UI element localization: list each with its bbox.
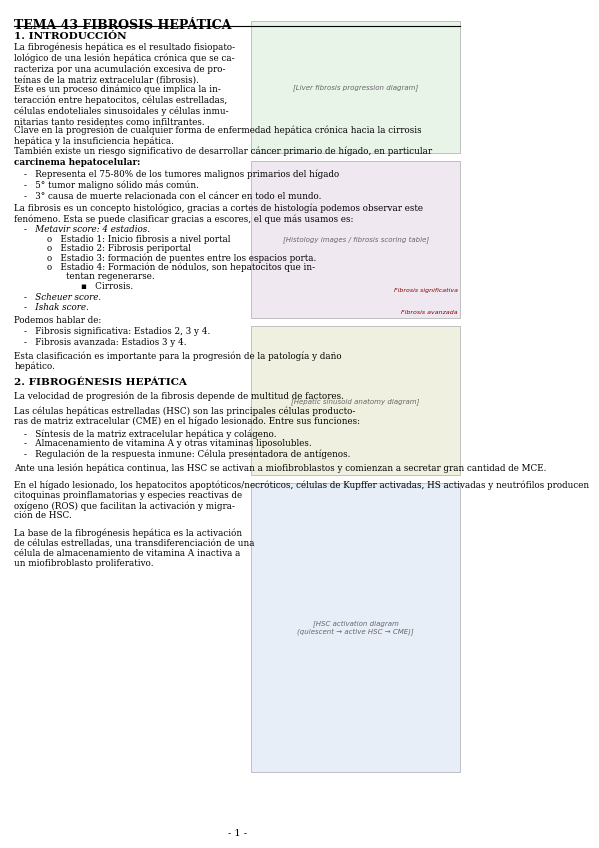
Text: un miofibroblasto proliferativo.: un miofibroblasto proliferativo. [14,559,154,568]
Text: -   Almacenamiento de vitamina A y otras vitaminas liposolubles.: - Almacenamiento de vitamina A y otras v… [24,439,311,449]
Text: La velocidad de progresión de la fibrosis depende de multitud de factores.: La velocidad de progresión de la fibrosi… [14,392,344,401]
FancyBboxPatch shape [252,21,460,153]
Text: - 1 -: - 1 - [228,828,247,838]
Text: En el hígado lesionado, los hepatocitos apoptóticos/necróticos, células de Kupff: En el hígado lesionado, los hepatocitos … [14,481,589,490]
Text: racteriza por una acumulación excesiva de pro-: racteriza por una acumulación excesiva d… [14,64,226,74]
Text: -   Síntesis de la matriz extracelular hepática y colágeno.: - Síntesis de la matriz extracelular hep… [24,429,276,438]
Text: [HSC activation diagram
(quiescent → active HSC → CME)]: [HSC activation diagram (quiescent → act… [297,620,414,635]
Text: -   Representa el 75-80% de los tumores malignos primarios del hígado: - Representa el 75-80% de los tumores ma… [24,170,339,179]
Text: ción de HSC.: ción de HSC. [14,511,72,521]
Text: ras de matriz extracelular (CME) en el hígado lesionado. Entre sus funciones:: ras de matriz extracelular (CME) en el h… [14,416,361,426]
Text: teínas de la matriz extracelular (fibrosis).: teínas de la matriz extracelular (fibros… [14,75,199,85]
Text: 2. FIBROGÉNESIS HEPÁTICA: 2. FIBROGÉNESIS HEPÁTICA [14,378,187,388]
Text: teracción entre hepatocitos, células estrelladas,: teracción entre hepatocitos, células est… [14,96,228,105]
Text: Fibrosis avanzada: Fibrosis avanzada [401,310,458,315]
Text: Las células hepáticas estrelladas (HSC) son las principales células producto-: Las células hepáticas estrelladas (HSC) … [14,406,356,416]
Text: célula de almacenamiento de vitamina A inactiva a: célula de almacenamiento de vitamina A i… [14,549,241,558]
Text: hepático.: hepático. [14,361,55,371]
Text: -   Fibrosis avanzada: Estadios 3 y 4.: - Fibrosis avanzada: Estadios 3 y 4. [24,338,186,347]
Text: fenómeno. Esta se puede clasificar gracias a escores, el que más usamos es:: fenómeno. Esta se puede clasificar graci… [14,215,354,224]
Text: Clave en la progresión de cualquier forma de enfermedad hepática crónica hacia l: Clave en la progresión de cualquier form… [14,126,422,135]
Text: -   Regulación de la respuesta inmune: Célula presentadora de antígenos.: - Regulación de la respuesta inmune: Cél… [24,449,350,459]
Text: La fibrosis es un concepto histológico, gracias a cortes de histología podemos o: La fibrosis es un concepto histológico, … [14,204,423,213]
Text: La base de la fibrogénesis hepática es la activación: La base de la fibrogénesis hepática es l… [14,528,243,538]
Text: -   Ishak score.: - Ishak score. [24,303,89,312]
Text: Podemos hablar de:: Podemos hablar de: [14,316,102,326]
Text: La fibrogénesis hepática es el resultado fisiopato-: La fibrogénesis hepática es el resultado… [14,42,235,52]
Text: o   Estadio 1: Inicio fibrosis a nivel portal: o Estadio 1: Inicio fibrosis a nivel por… [47,235,231,244]
Text: -   Metavir score: 4 estadios.: - Metavir score: 4 estadios. [24,225,150,234]
Text: Fibrosis significativa: Fibrosis significativa [394,288,458,293]
Text: 1. INTRODUCCIÓN: 1. INTRODUCCIÓN [14,32,127,42]
FancyBboxPatch shape [252,483,460,772]
Text: -   5° tumor maligno sólido más común.: - 5° tumor maligno sólido más común. [24,181,199,190]
Text: [Hepatic sinusoid anatomy diagram]: [Hepatic sinusoid anatomy diagram] [292,398,420,404]
Text: oxígeno (ROS) que facilitan la activación y migra-: oxígeno (ROS) que facilitan la activació… [14,501,235,510]
Text: También existe un riesgo significativo de desarrollar cáncer primario de hígado,: También existe un riesgo significativo d… [14,147,432,156]
Text: ▪   Cirrosis.: ▪ Cirrosis. [81,282,133,291]
Text: citoquinas proinflamatorias y especies reactivas de: citoquinas proinflamatorias y especies r… [14,491,243,500]
Text: [Liver fibrosis progression diagram]: [Liver fibrosis progression diagram] [293,84,418,91]
Text: [Histology images / fibrosis scoring table]: [Histology images / fibrosis scoring tab… [283,236,429,243]
Text: o   Estadio 4: Formación de nódulos, son hepatocitos que in-: o Estadio 4: Formación de nódulos, son h… [47,263,316,272]
Text: Ante una lesión hepática continua, las HSC se activan a miofibroblastos y comien: Ante una lesión hepática continua, las H… [14,464,547,473]
Text: nitarias tanto residentes como infiltrantes.: nitarias tanto residentes como infiltran… [14,118,205,127]
FancyBboxPatch shape [252,161,460,318]
Text: o   Estadio 2: Fibrosis periportal: o Estadio 2: Fibrosis periportal [47,244,192,254]
Text: carcinema hepatocelular:: carcinema hepatocelular: [14,158,141,167]
Text: de células estrelladas, una transdiferenciación de una: de células estrelladas, una transdiferen… [14,538,255,548]
Text: o   Estadio 3: formación de puentes entre los espacios porta.: o Estadio 3: formación de puentes entre … [47,254,317,263]
Text: hepática y la insuficiencia hepática.: hepática y la insuficiencia hepática. [14,137,174,146]
Text: tentan regenerarse.: tentan regenerarse. [66,272,155,282]
Text: lológico de una lesión hepática crónica que se ca-: lológico de una lesión hepática crónica … [14,53,235,63]
Text: -   3° causa de muerte relacionada con el cáncer en todo el mundo.: - 3° causa de muerte relacionada con el … [24,192,321,201]
FancyBboxPatch shape [252,326,460,475]
Text: -   Fibrosis significativa: Estadios 2, 3 y 4.: - Fibrosis significativa: Estadios 2, 3 … [24,327,210,337]
Text: TEMA 43 FIBROSIS HEPÁTICA: TEMA 43 FIBROSIS HEPÁTICA [14,19,232,31]
Text: Esta clasificación es importante para la progresión de la patología y daño: Esta clasificación es importante para la… [14,351,342,360]
Text: -   Scheuer score.: - Scheuer score. [24,293,101,302]
Text: células endoteliales sinusoidales y células inmu-: células endoteliales sinusoidales y célu… [14,107,229,116]
Text: Este es un proceso dinámico que implica la in-: Este es un proceso dinámico que implica … [14,85,221,94]
